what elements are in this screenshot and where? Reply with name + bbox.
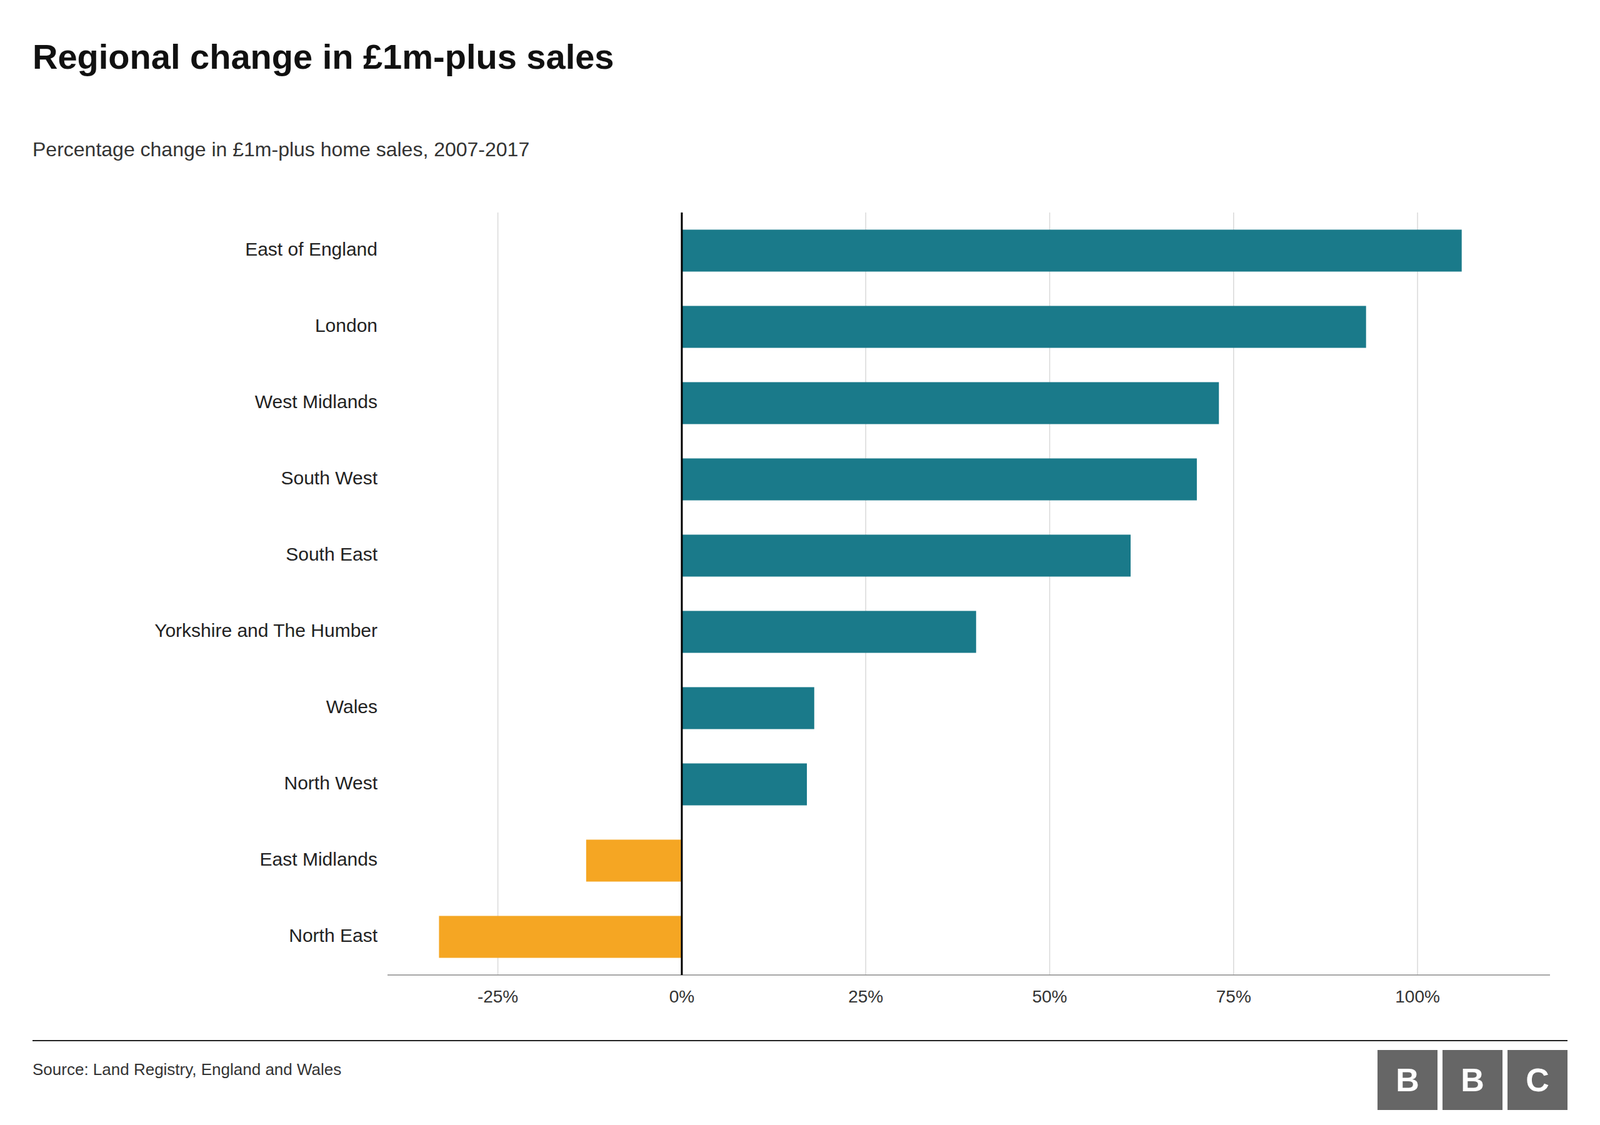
bar [681,763,807,805]
bar [681,229,1462,272]
chart-root: -25% 0% 25% 50% 75% 100% East of England London… [0,0,1600,1125]
x-tick-label: -25% [477,986,519,1007]
logo-letter: B [1395,1061,1420,1099]
logo-box [1377,1050,1438,1110]
bar [681,305,1367,348]
bar [681,686,815,729]
x-tick-label: 100% [1395,986,1440,1007]
bar [681,458,1197,500]
category-label: North East [288,925,378,946]
logo-letter: C [1525,1061,1550,1099]
source: Source: Land Registry, England and Wales [32,1060,342,1079]
grid-line [681,212,683,975]
category-label: London [315,315,378,336]
category-label: East of England [245,238,378,260]
category-label: North West [284,772,379,794]
title: Regional change in £1m-plus sales [32,36,615,77]
zero-line [680,212,683,975]
category-label: Wales [326,696,378,717]
x-tick-label: 75% [1216,986,1252,1007]
x-tick-label: 25% [848,986,884,1007]
separator [32,1040,1568,1042]
bar [438,915,682,958]
category-label: East Midlands [260,848,378,870]
subtitle: Percentage change in £1m-plus home sales… [32,138,530,161]
logo: BBC [1377,1050,1568,1110]
x-tick-label: 50% [1031,986,1067,1007]
logo-text: BBC [1395,1061,1550,1099]
category-label: West Midlands [255,391,378,412]
background [0,0,1600,1125]
x-ticks: -25% 0% 25% 50% 75% 100% [477,986,1440,1007]
grid-line [497,212,499,975]
grid [498,212,1419,975]
category-label: South East [285,543,378,565]
bar [681,610,977,653]
bars [438,229,1462,958]
logo-box [1507,1050,1568,1110]
bar [586,839,682,882]
bar [681,534,1131,577]
category-label: Yorkshire and The Humber [154,620,378,641]
grid-line [1416,212,1419,975]
bar [681,381,1219,424]
x-axis-line [387,974,1550,976]
x-tick-label: 0% [669,986,695,1007]
y-ticks: East of England London West Midlands South … [154,238,379,946]
logo-box [1442,1050,1503,1110]
logo-letter: B [1460,1061,1485,1099]
category-label: South West [280,467,378,489]
